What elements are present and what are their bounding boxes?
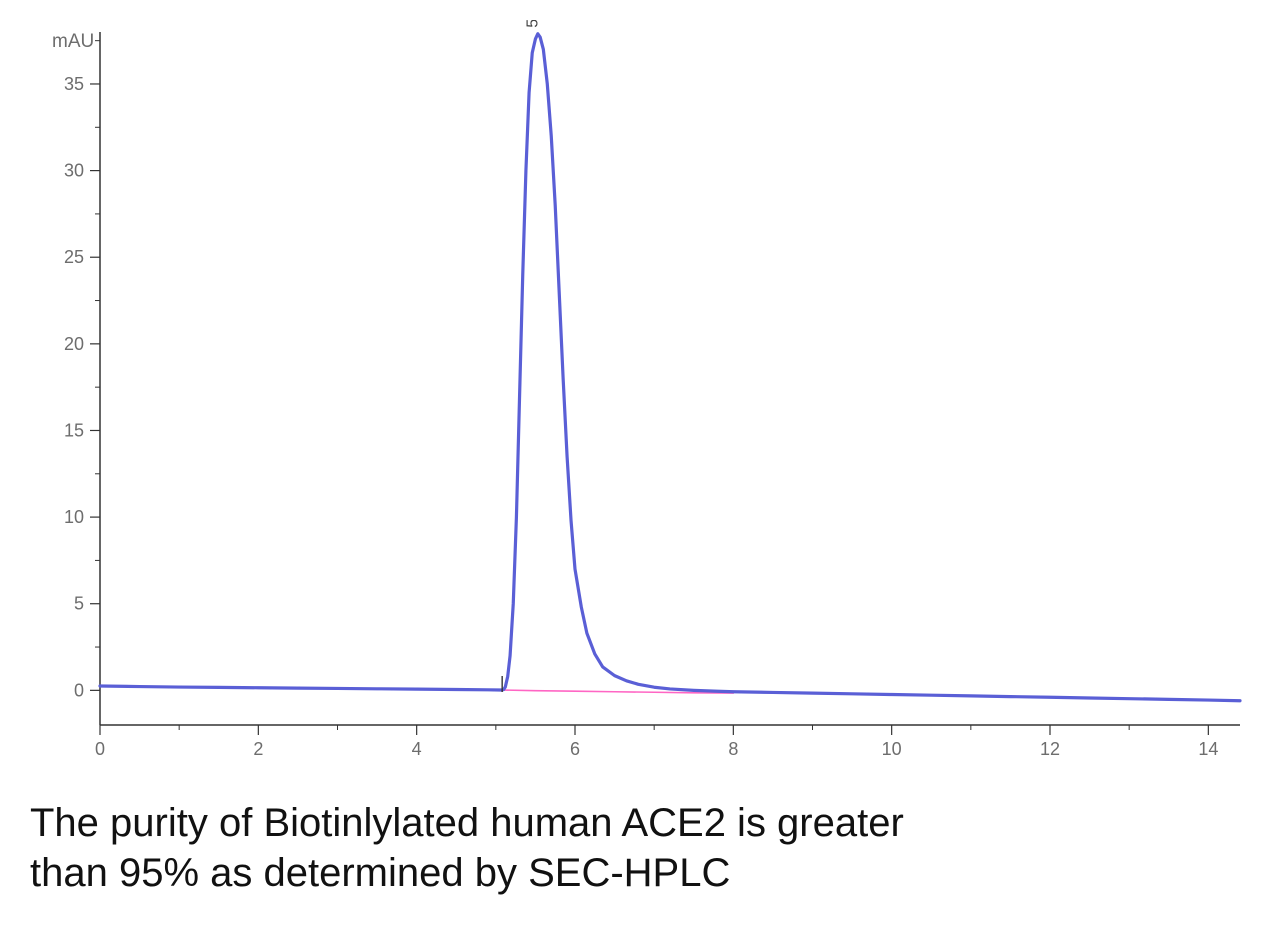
figure-caption: The purity of Biotinlylated human ACE2 i… xyxy=(30,798,1250,898)
svg-text:30: 30 xyxy=(64,161,84,181)
svg-text:8: 8 xyxy=(728,739,738,759)
svg-text:mAU: mAU xyxy=(52,31,94,52)
svg-text:0: 0 xyxy=(74,680,84,700)
caption-line-2: than 95% as determined by SEC-HPLC xyxy=(30,851,730,895)
svg-text:14: 14 xyxy=(1198,739,1218,759)
svg-text:12: 12 xyxy=(1040,739,1060,759)
page: 0 5 10 15 20 25 30 35 0 2 4 6 8 10 12 14 mAU 5.525 The pu… xyxy=(0,0,1280,941)
sec-hplc-chromatogram: 0 5 10 15 20 25 30 35 0 2 4 6 8 10 12 14 mAU 5.525 xyxy=(30,20,1250,780)
svg-text:20: 20 xyxy=(64,334,84,354)
peak-label: 5.525 xyxy=(524,20,541,28)
svg-text:2: 2 xyxy=(253,739,263,759)
svg-text:25: 25 xyxy=(64,247,84,267)
svg-text:6: 6 xyxy=(570,739,580,759)
chromatogram-svg: 0 5 10 15 20 25 30 35 0 2 4 6 8 10 12 14 mAU 5.525 xyxy=(30,20,1250,780)
svg-text:10: 10 xyxy=(64,507,84,527)
svg-text:0: 0 xyxy=(95,739,105,759)
caption-line-1: The purity of Biotinlylated human ACE2 i… xyxy=(30,801,904,845)
svg-text:35: 35 xyxy=(64,74,84,94)
svg-text:4: 4 xyxy=(412,739,422,759)
svg-text:15: 15 xyxy=(64,420,84,440)
svg-text:5: 5 xyxy=(74,594,84,614)
svg-text:10: 10 xyxy=(882,739,902,759)
